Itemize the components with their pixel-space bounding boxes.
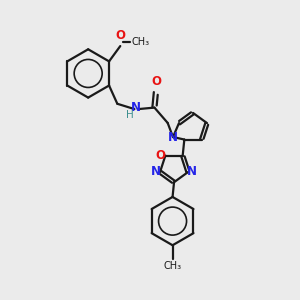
Text: N: N: [168, 130, 178, 143]
Text: O: O: [115, 29, 125, 42]
Text: CH₃: CH₃: [131, 37, 150, 47]
Text: N: N: [187, 165, 197, 178]
Text: CH₃: CH₃: [164, 261, 181, 271]
Text: O: O: [151, 75, 161, 88]
Text: H: H: [126, 110, 134, 120]
Text: O: O: [156, 149, 166, 162]
Text: N: N: [130, 101, 141, 114]
Text: N: N: [151, 165, 161, 178]
